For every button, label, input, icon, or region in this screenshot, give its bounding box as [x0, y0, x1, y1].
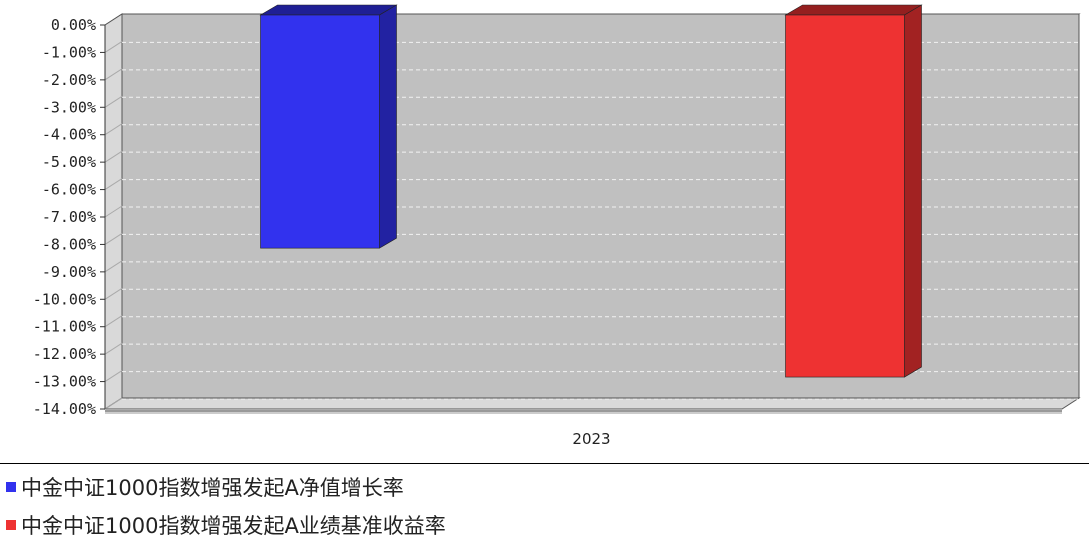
bar-1: [785, 14, 905, 378]
y-tick-label: -13.00%: [33, 373, 96, 391]
y-tick-label: -8.00%: [42, 235, 96, 253]
y-axis: 0.00% -1.00% -2.00% -3.00% -4.00% -5.00% -6.00…: [33, 16, 106, 418]
gridline-side: [104, 260, 123, 273]
y-tick-label: -6.00%: [42, 181, 96, 199]
x-tick-label: 2023: [572, 430, 610, 448]
bar-chart: 0.00% -1.00% -2.00% -3.00% -4.00% -5.00% -6.00…: [33, 4, 1081, 448]
chart-area: 0.00% -1.00% -2.00% -3.00% -4.00% -5.00% -6.00…: [33, 4, 1081, 448]
gridline-side: [104, 342, 123, 355]
y-tick-label: -10.00%: [33, 290, 96, 308]
legend-item-nav: 中金中证1000指数增强发起A净值增长率: [6, 474, 404, 500]
legend-label-nav: 中金中证1000指数增强发起A净值增长率: [21, 476, 404, 500]
bar-top-0: [259, 4, 398, 16]
gridline-side: [104, 68, 123, 81]
y-tick-label: -4.00%: [42, 126, 96, 144]
x-axis: 2023: [572, 430, 610, 448]
legend-item-benchmark: 中金中证1000指数增强发起A业绩基准收益率: [6, 512, 446, 538]
y-tick-label: 0.00%: [51, 16, 96, 34]
gridline-side: [104, 233, 123, 245]
gridline-side: [104, 287, 123, 300]
legend-swatch-red: [6, 520, 16, 530]
legend-label-benchmark: 中金中证1000指数增强发起A业绩基准收益率: [21, 514, 446, 538]
bar-top-1: [784, 4, 923, 16]
y-tick-label: -2.00%: [42, 71, 96, 89]
y-tick-label: -14.00%: [33, 400, 96, 418]
gridline-side: [104, 205, 123, 218]
bar-side-1: [904, 4, 922, 378]
gridline-side: [104, 397, 123, 410]
y-tick-label: -7.00%: [42, 208, 96, 226]
plot-background: [103, 13, 1081, 414]
gridline-side: [104, 178, 123, 190]
gridline-side: [104, 150, 123, 163]
y-tick-label: -1.00%: [42, 43, 96, 61]
y-tick-label: -3.00%: [42, 98, 96, 116]
bars: [259, 4, 923, 378]
legend-divider: [0, 463, 1089, 464]
gridline-side: [104, 315, 123, 328]
y-tick-label: -5.00%: [42, 153, 96, 171]
plot-floor: [103, 397, 1081, 410]
legend-swatch-blue: [6, 482, 16, 492]
y-tick-label: -9.00%: [42, 263, 96, 281]
bar-0: [260, 14, 380, 249]
gridline-side: [104, 123, 123, 136]
y-tick-label: -12.00%: [33, 345, 96, 363]
gridline-side: [104, 41, 123, 53]
bar-side-0: [379, 4, 397, 249]
gridline-side: [104, 370, 123, 382]
gridlines: [104, 41, 1079, 410]
gridline-side: [104, 95, 123, 108]
y-tick-label: -11.00%: [33, 318, 96, 336]
